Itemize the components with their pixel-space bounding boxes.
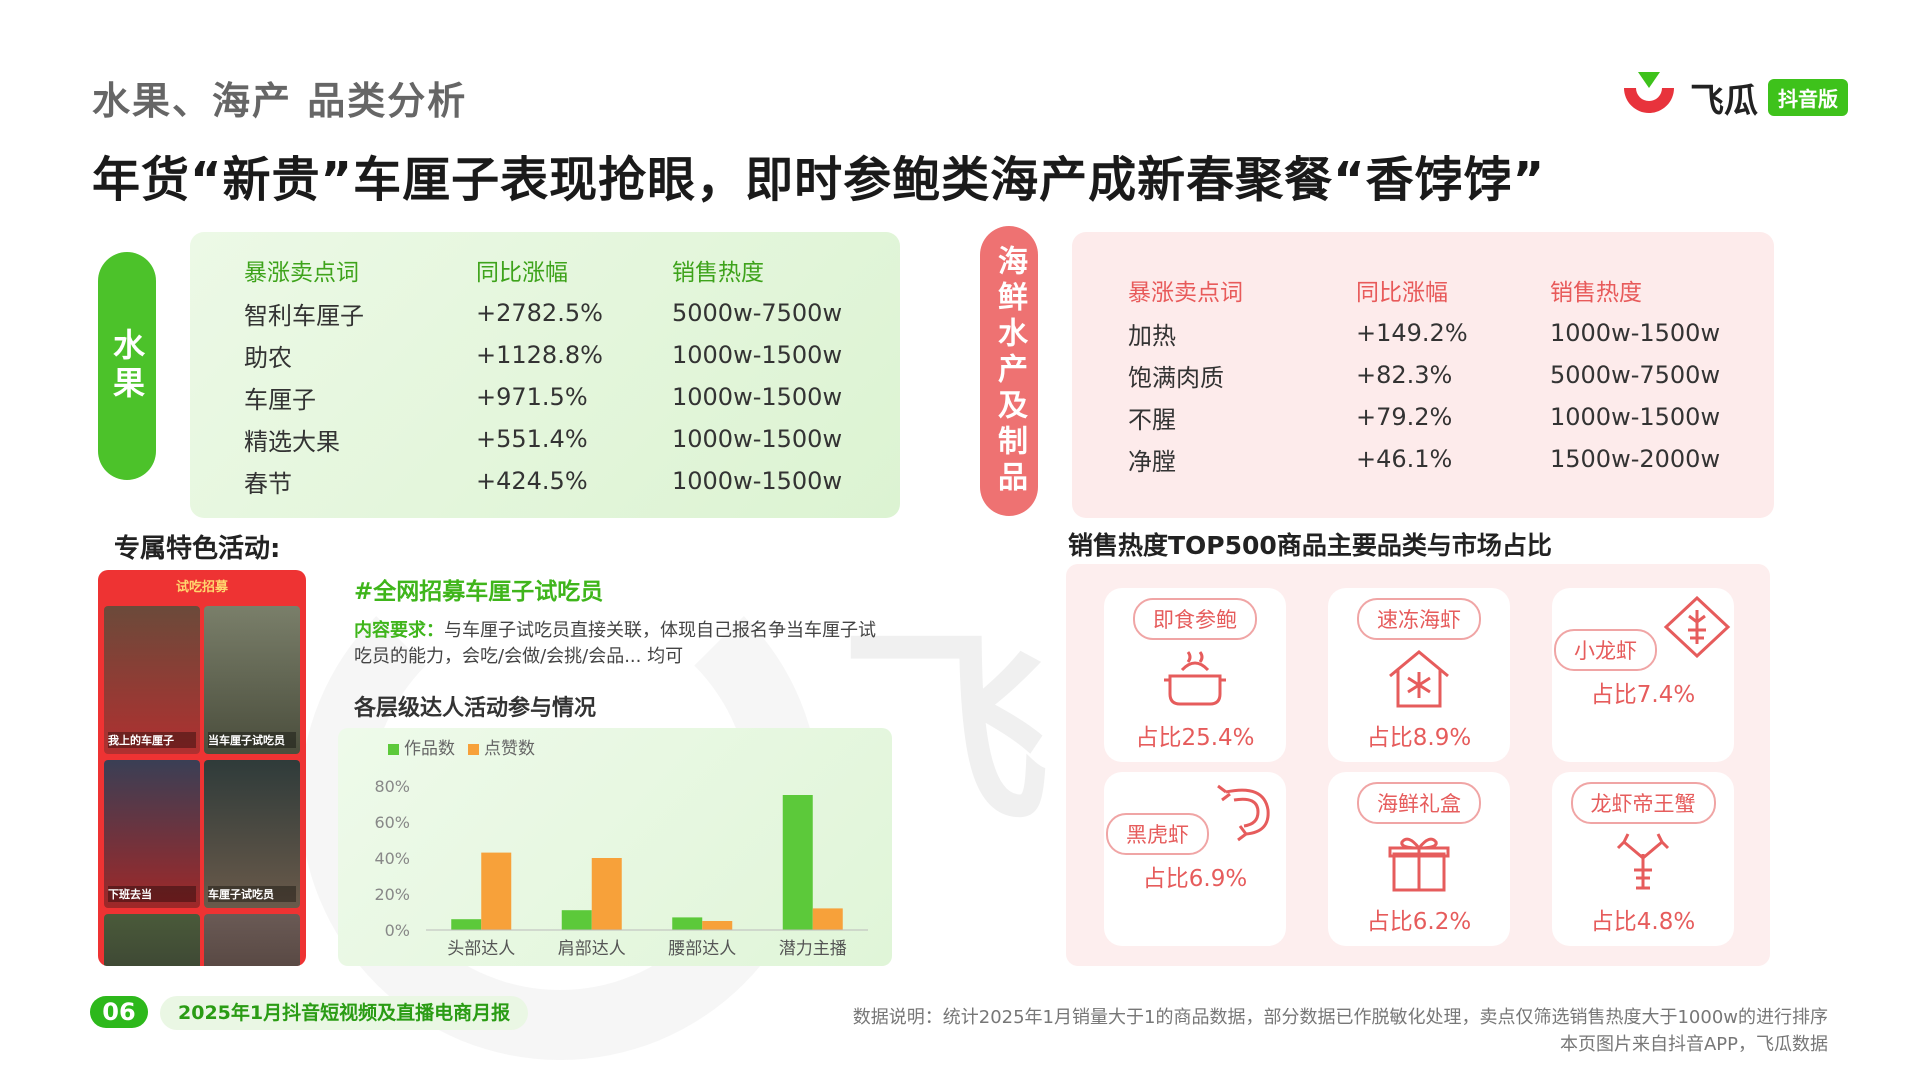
category-card: 黑虎虾 占比6.9% (1104, 772, 1286, 946)
participation-bar-chart: 作品数 点赞数 0% 20% 40% 60% 80% 头部达人 肩部达人 腰部达人 潜力主播 (374, 739, 868, 959)
top500-title: 销售热度TOP500商品主要品类与市场占比 (1068, 531, 1552, 560)
feigua-logo-icon (1624, 72, 1674, 113)
legend-label: 作品数 (404, 739, 455, 759)
fruit-category-pill: 水果 (98, 252, 156, 480)
video-thumb[interactable] (104, 914, 200, 966)
category-card: 龙虾帝王蟹 占比4.8% (1552, 772, 1734, 946)
category-card: 即食参鲍 占比25.4% (1104, 588, 1286, 762)
fruit-keyword-table: 暴涨卖点词 同比涨幅 销售热度 智利车厘子 +2782.5% 5000w-7500w… (244, 248, 842, 502)
category-grid: 即食参鲍 占比25.4% 速冻海虾 占比8.9% 小龙虾 占比7.4% 黑虎虾 … (1066, 564, 1770, 966)
brand-logo: 飞瓜 抖音版 (1618, 66, 1848, 128)
seafood-category-pill: 海鲜水产及制品 (980, 226, 1038, 516)
y-tick-label: 80% (374, 777, 410, 796)
y-axis: 0% 20% 40% 60% 80% (374, 777, 410, 940)
table-row: 助农 +1128.8% 1000w-1500w (244, 341, 843, 372)
col-heat: 销售热度 (672, 260, 764, 286)
section-title: 水果、海产 品类分析 (92, 79, 468, 123)
video-thumb[interactable]: 当车厘子试吃员 (204, 606, 300, 754)
table-row: 饱满肉质 +82.3% 5000w-7500w (1128, 361, 1721, 392)
phone-header: 试吃招募 (175, 580, 228, 595)
y-tick-label: 20% (374, 885, 410, 904)
category-card: 小龙虾 占比7.4% (1552, 588, 1734, 762)
x-tick-label: 肩部达人 (558, 939, 626, 959)
legend-swatch (388, 744, 399, 755)
seafood-table-panel: 暴涨卖点词 同比涨幅 销售热度 加热 +149.2% 1000w-1500w 饱满肉… (1072, 232, 1774, 518)
y-tick-label: 0% (385, 921, 410, 940)
bar-点赞数 (591, 858, 622, 930)
bar-点赞数 (812, 908, 843, 930)
legend-swatch (468, 744, 479, 755)
video-thumb[interactable]: 车厘子试吃员 (204, 760, 300, 908)
video-thumb[interactable]: 下班去当 (104, 760, 200, 908)
video-thumb[interactable] (204, 914, 300, 966)
col-growth: 同比涨幅 (476, 260, 568, 286)
pot-icon (1164, 651, 1226, 706)
page-headline: 年货“新贵”车厘子表现抢眼，即时参鲍类海产成新春聚餐“香饽饽” (92, 152, 1546, 208)
chart-legend: 作品数 点赞数 (388, 739, 535, 759)
participation-chart-panel: 作品数 点赞数 0% 20% 40% 60% 80% 头部达人 肩部达人 腰部达人 潜力主播 (338, 728, 892, 966)
bar-作品数 (451, 919, 482, 930)
activity-title: 专属特色活动: (114, 534, 281, 564)
table-row: 智利车厘子 +2782.5% 5000w-7500w (244, 299, 843, 330)
category-card: 速冻海虾 占比8.9% (1328, 588, 1510, 762)
bar-作品数 (782, 795, 813, 930)
crayfish-icon (1663, 595, 1731, 659)
page-number: 06 (90, 996, 148, 1028)
x-tick-label: 头部达人 (447, 939, 515, 959)
col-keyword: 暴涨卖点词 (244, 260, 359, 286)
data-note: 数据说明：统计2025年1月销量大于1的商品数据，部分数据已作脱敏化处理，卖点仅… (852, 1007, 1828, 1028)
table-row: 春节 +424.5% 1000w-1500w (244, 467, 843, 498)
logo-text: 飞瓜 (1690, 80, 1758, 121)
col-keyword: 暴涨卖点词 (1128, 280, 1243, 306)
y-tick-label: 60% (374, 813, 410, 832)
bar-作品数 (561, 910, 592, 930)
logo-badge: 抖音版 (1768, 78, 1848, 116)
seafood-keyword-table: 暴涨卖点词 同比涨幅 销售热度 加热 +149.2% 1000w-1500w 饱满肉… (1128, 268, 1720, 480)
snowflake-house-icon (1389, 650, 1449, 708)
video-thumb[interactable]: 我上的车厘子 (104, 606, 200, 754)
content-requirement: 内容要求：与车厘子试吃员直接关联，体现自己报名争当车厘子试吃员的能力，会吃/会做… (354, 620, 876, 667)
chart-title: 各层级达人活动参与情况 (354, 696, 597, 721)
shrimp-icon (1217, 784, 1270, 842)
phone-screenshot: 试吃招募 我上的车厘子 当车厘子试吃员 下班去当 车厘子试吃员 (98, 570, 306, 966)
bar-作品数 (672, 917, 703, 930)
table-row: 加热 +149.2% 1000w-1500w (1128, 319, 1721, 350)
col-growth: 同比涨幅 (1356, 280, 1448, 306)
table-row: 车厘子 +971.5% 1000w-1500w (244, 383, 843, 414)
y-tick-label: 40% (374, 849, 410, 868)
fruit-table-panel: 暴涨卖点词 同比涨幅 销售热度 智利车厘子 +2782.5% 5000w-7500w… (190, 232, 900, 518)
bars (451, 795, 843, 930)
col-heat: 销售热度 (1550, 280, 1642, 306)
bar-点赞数 (481, 852, 512, 930)
table-row: 精选大果 +551.4% 1000w-1500w (244, 425, 843, 456)
x-tick-label: 腰部达人 (668, 939, 736, 959)
bar-点赞数 (702, 921, 733, 930)
legend-label: 点赞数 (484, 739, 535, 759)
table-row: 净膛 +46.1% 1500w-2000w (1128, 445, 1721, 476)
image-source-note: 本页图片来自抖音APP，飞瓜数据 (1559, 1034, 1828, 1055)
lobster-icon (1616, 833, 1670, 890)
table-row: 不腥 +79.2% 1000w-1500w (1128, 403, 1721, 434)
x-tick-label: 潜力主播 (779, 939, 847, 959)
report-name: 2025年1月抖音短视频及直播电商月报 (160, 996, 529, 1030)
gift-box-icon (1388, 837, 1450, 892)
category-card: 海鲜礼盒 占比6.2% (1328, 772, 1510, 946)
activity-hashtag: #全网招募车厘子试吃员 (354, 579, 604, 605)
x-axis: 头部达人 肩部达人 腰部达人 潜力主播 (426, 929, 868, 959)
